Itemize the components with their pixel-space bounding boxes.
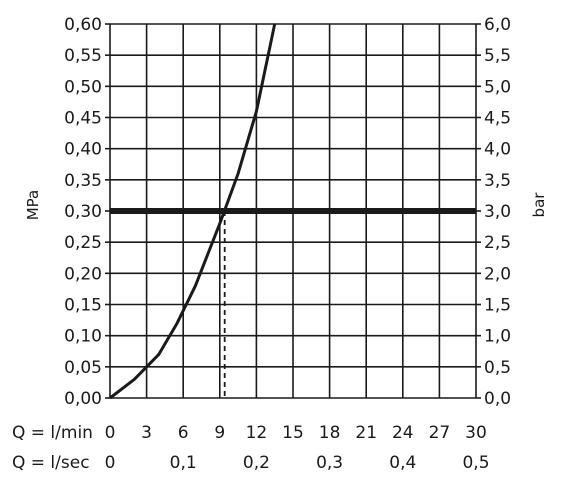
lsec-axis-ticks: 0 0,1 0,2 0,3 0,4 0,5	[105, 453, 490, 473]
y-left-tick-label: 0,55	[64, 46, 102, 66]
y-right-tick-label: 1,5	[484, 296, 511, 316]
x-lmin-tick-label: 3	[141, 423, 152, 443]
y-right-tick-label: 6,0	[484, 15, 511, 35]
y-left-tick-label: 0,05	[64, 358, 102, 378]
x-lmin-tick-label: 21	[355, 423, 377, 443]
y-left-tick-label: 0,00	[64, 389, 102, 409]
x-lsec-tick-label: 0,2	[243, 453, 270, 473]
y-right-tick-label: 3,0	[484, 202, 511, 222]
x-axis-lsec-title: Q = l/sec	[12, 453, 90, 473]
x-lsec-tick-label: 0,5	[462, 453, 489, 473]
y-left-tick-label: 0,35	[64, 171, 102, 191]
x-lmin-tick-label: 0	[105, 423, 116, 443]
y-left-tick-label: 0,10	[64, 327, 102, 347]
y-left-tick-label: 0,50	[64, 77, 102, 97]
y-left-tick-label: 0,15	[64, 296, 102, 316]
x-lsec-tick-label: 0	[105, 453, 116, 473]
x-lsec-tick-label: 0,3	[316, 453, 343, 473]
x-lmin-tick-label: 18	[319, 423, 341, 443]
y-right-tick-label: 0,5	[484, 358, 511, 378]
y-right-tick-label: 4,0	[484, 140, 511, 160]
x-lmin-tick-label: 6	[178, 423, 189, 443]
y-right-tick-label: 5,0	[484, 77, 511, 97]
y-right-tick-label: 4,5	[484, 109, 511, 129]
y-right-tick-label: 5,5	[484, 46, 511, 66]
x-lsec-tick-label: 0,1	[170, 453, 197, 473]
y-left-tick-label: 0,25	[64, 233, 102, 253]
y-right-tick-label: 0,0	[484, 389, 511, 409]
x-lmin-tick-label: 15	[282, 423, 304, 443]
x-lmin-tick-label: 27	[429, 423, 451, 443]
x-lsec-tick-label: 0,4	[389, 453, 416, 473]
series-line	[109, 23, 277, 400]
y-right-tick-label: 3,5	[484, 171, 511, 191]
x-lmin-tick-label: 9	[214, 423, 225, 443]
y-right-tick-label: 1,0	[484, 327, 511, 347]
y-axis-left-title: MPa	[24, 190, 42, 221]
left-axis-ticks: 0,00 0,05 0,10 0,15 0,20 0,25 0,30 0,35 0,40 0,45…	[64, 15, 102, 409]
x-lmin-tick-label: 24	[392, 423, 414, 443]
x-lmin-tick-label: 12	[246, 423, 268, 443]
y-right-tick-label: 2,5	[484, 233, 511, 253]
bottom-axis-ticks: 0 3 6 9 12 15 18 21 24 27 30	[105, 423, 487, 443]
x-lmin-tick-label: 30	[465, 423, 487, 443]
series-layer	[109, 23, 476, 400]
right-axis-ticks: 0,0 0,5 1,0 1,5 2,0 2,5 3,0 3,5 4,0 4,5 5,0 5,5 6,0	[484, 15, 511, 409]
y-left-tick-label: 0,60	[64, 15, 102, 35]
y-left-tick-label: 0,20	[64, 264, 102, 284]
x-axis-lmin-title: Q = l/min	[12, 423, 93, 443]
y-left-tick-label: 0,40	[64, 140, 102, 160]
y-right-tick-label: 2,0	[484, 264, 511, 284]
y-left-tick-label: 0,30	[64, 202, 102, 222]
y-left-tick-label: 0,45	[64, 109, 102, 129]
y-axis-right-title: bar	[530, 192, 548, 218]
